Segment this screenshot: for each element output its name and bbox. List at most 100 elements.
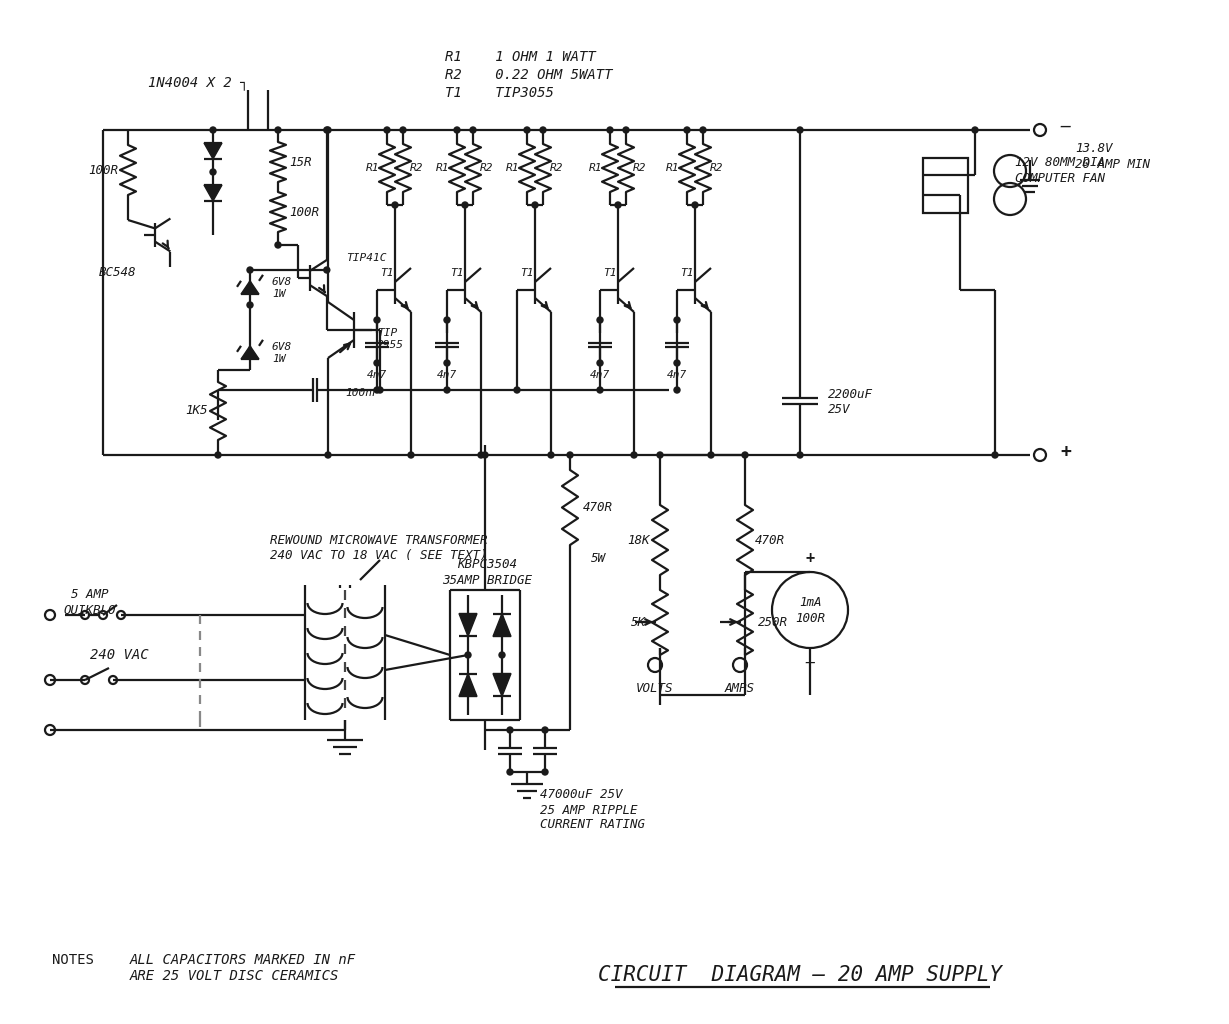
Text: R1: R1 <box>666 163 680 173</box>
Circle shape <box>444 317 450 323</box>
Circle shape <box>524 127 530 133</box>
Text: R2: R2 <box>410 163 424 173</box>
Text: R1: R1 <box>366 163 380 173</box>
Circle shape <box>673 317 680 323</box>
Polygon shape <box>241 281 259 294</box>
Circle shape <box>374 360 380 366</box>
Text: T1: T1 <box>520 268 533 278</box>
Circle shape <box>324 127 331 133</box>
Text: T1: T1 <box>450 268 463 278</box>
Text: 100R: 100R <box>88 164 118 176</box>
Circle shape <box>323 267 329 273</box>
Circle shape <box>742 452 748 458</box>
Text: 2200uF
25V: 2200uF 25V <box>828 388 873 416</box>
Text: BC548: BC548 <box>100 266 136 280</box>
Circle shape <box>548 452 554 458</box>
Circle shape <box>383 127 390 133</box>
Text: R1: R1 <box>506 163 520 173</box>
Circle shape <box>499 652 505 658</box>
Circle shape <box>392 202 398 208</box>
Text: QUIKBLO: QUIKBLO <box>64 603 117 616</box>
Text: CURRENT RATING: CURRENT RATING <box>540 818 645 831</box>
Circle shape <box>972 127 978 133</box>
Text: 250R: 250R <box>758 616 788 629</box>
Text: ARE 25 VOLT DISC CERAMICS: ARE 25 VOLT DISC CERAMICS <box>130 969 339 983</box>
Text: R1    1 OHM 1 WATT: R1 1 OHM 1 WATT <box>445 50 596 63</box>
Text: R1: R1 <box>436 163 450 173</box>
Text: R2: R2 <box>633 163 646 173</box>
Circle shape <box>607 127 613 133</box>
Circle shape <box>532 202 538 208</box>
Polygon shape <box>458 613 477 636</box>
Circle shape <box>658 452 662 458</box>
Text: 6V8: 6V8 <box>272 342 293 352</box>
Text: 47000uF 25V: 47000uF 25V <box>540 788 623 802</box>
Text: TIP41C: TIP41C <box>347 253 386 263</box>
Text: 25 AMP RIPPLE: 25 AMP RIPPLE <box>540 804 638 816</box>
Text: 4n7: 4n7 <box>667 370 687 380</box>
Circle shape <box>673 360 680 366</box>
Text: 2955: 2955 <box>377 340 404 350</box>
Text: 1mA: 1mA <box>799 596 821 608</box>
Circle shape <box>597 317 603 323</box>
Text: R2: R2 <box>551 163 564 173</box>
Text: 1W: 1W <box>272 289 285 299</box>
Polygon shape <box>204 143 222 159</box>
Circle shape <box>597 387 603 393</box>
Text: T1: T1 <box>380 268 393 278</box>
Circle shape <box>465 652 471 658</box>
Circle shape <box>508 727 512 733</box>
Circle shape <box>567 452 573 458</box>
Text: 4n7: 4n7 <box>436 370 457 380</box>
Circle shape <box>796 452 803 458</box>
Circle shape <box>708 452 714 458</box>
Text: 13.8V: 13.8V <box>1075 141 1112 155</box>
Text: 5K: 5K <box>630 616 645 629</box>
Text: T1: T1 <box>680 268 693 278</box>
Circle shape <box>247 302 253 308</box>
Text: 4n7: 4n7 <box>367 370 387 380</box>
Text: 5 AMP: 5 AMP <box>71 589 108 601</box>
Text: 35AMP BRIDGE: 35AMP BRIDGE <box>442 573 532 587</box>
Text: 470R: 470R <box>755 534 785 547</box>
Circle shape <box>692 202 698 208</box>
Circle shape <box>323 127 329 133</box>
Circle shape <box>685 127 689 133</box>
Text: 100nF: 100nF <box>345 388 379 398</box>
Text: VOLTS: VOLTS <box>637 682 673 694</box>
Polygon shape <box>458 674 477 696</box>
Text: NOTES: NOTES <box>52 953 93 967</box>
Text: 1N4004 X 2 ┐: 1N4004 X 2 ┐ <box>147 76 248 90</box>
Circle shape <box>992 452 998 458</box>
Circle shape <box>275 127 281 133</box>
Circle shape <box>210 169 216 175</box>
Circle shape <box>540 127 546 133</box>
Polygon shape <box>493 674 511 696</box>
Circle shape <box>542 769 548 775</box>
Circle shape <box>444 387 450 393</box>
Circle shape <box>374 387 380 393</box>
Circle shape <box>514 387 520 393</box>
Circle shape <box>614 202 621 208</box>
Text: COMPUTER FAN: COMPUTER FAN <box>1015 171 1105 184</box>
Circle shape <box>275 242 281 248</box>
Circle shape <box>701 127 705 133</box>
Text: 5W: 5W <box>590 552 606 564</box>
Text: AMPS: AMPS <box>725 682 755 694</box>
Polygon shape <box>241 346 259 359</box>
Circle shape <box>444 360 450 366</box>
Circle shape <box>454 127 460 133</box>
Text: 15R: 15R <box>289 156 311 169</box>
Text: R1: R1 <box>589 163 602 173</box>
Text: R2: R2 <box>710 163 724 173</box>
Text: 100R: 100R <box>289 206 320 218</box>
Text: R2    0.22 OHM 5WATT: R2 0.22 OHM 5WATT <box>445 68 612 82</box>
Circle shape <box>462 202 468 208</box>
Circle shape <box>623 127 629 133</box>
Circle shape <box>247 267 253 273</box>
Text: 240 VAC: 240 VAC <box>90 648 149 662</box>
Text: KBPC3504: KBPC3504 <box>457 558 517 571</box>
Circle shape <box>597 360 603 366</box>
Bar <box>923 158 967 213</box>
Text: 100R: 100R <box>795 611 825 625</box>
